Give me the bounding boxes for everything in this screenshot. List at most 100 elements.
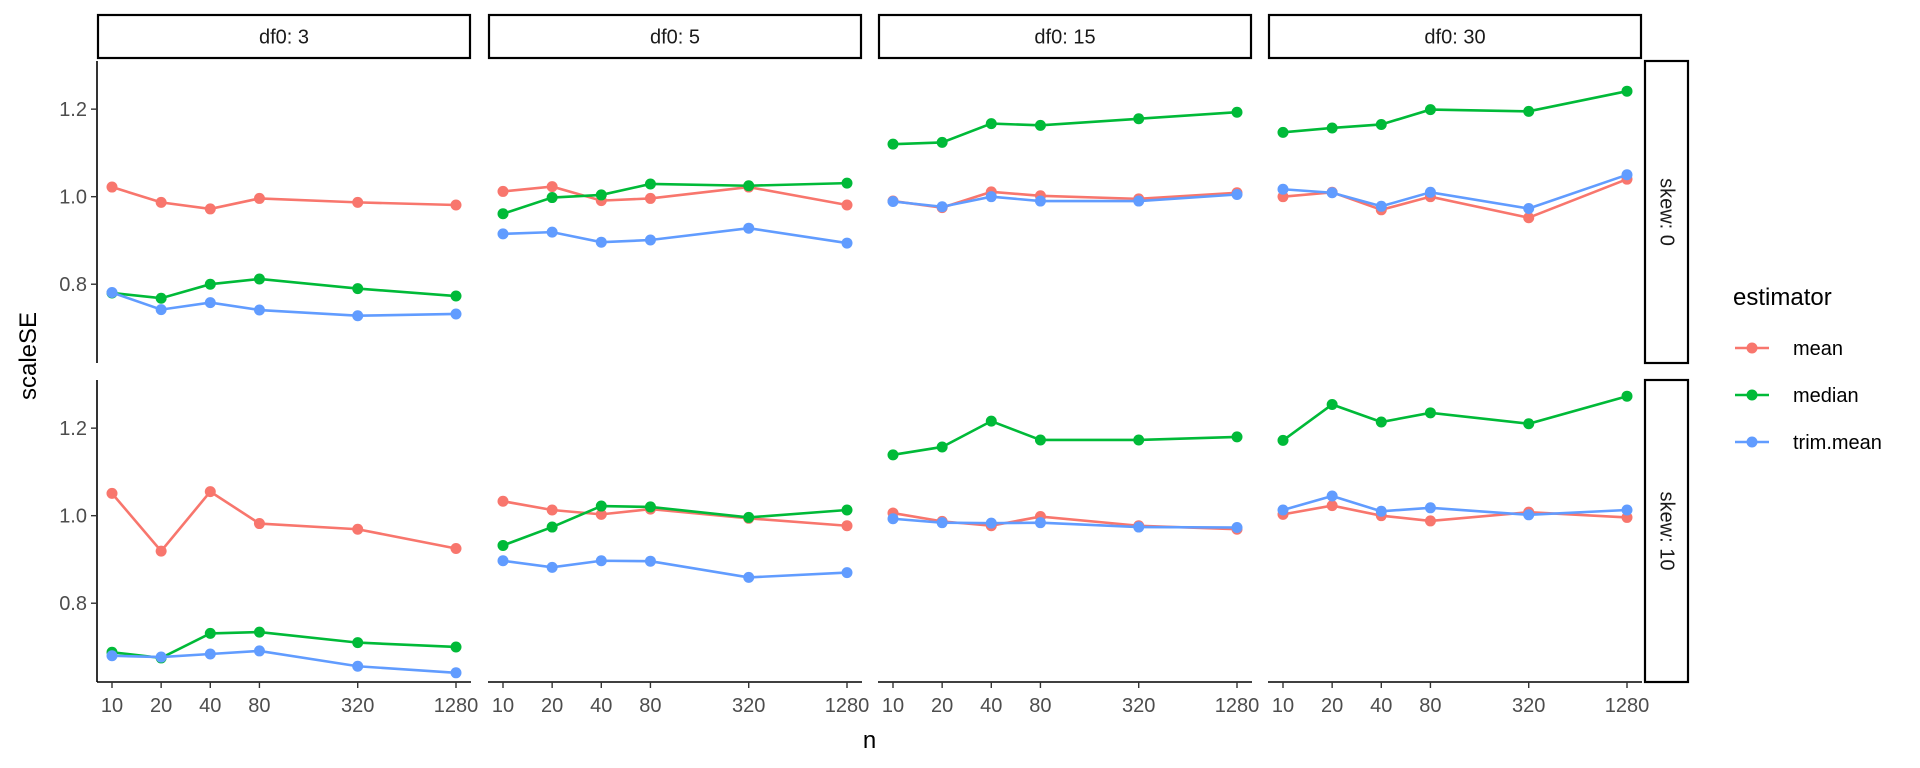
data-point-median <box>546 192 558 204</box>
data-point-median <box>1424 407 1436 419</box>
data-point-trim-mean <box>106 650 118 662</box>
data-point-median <box>1277 434 1289 446</box>
x-tick-label: 80 <box>248 695 270 717</box>
data-point-median <box>450 290 462 302</box>
data-point-trim-mean <box>644 555 656 567</box>
y-tick-label: 1.2 <box>59 99 87 121</box>
data-point-mean <box>155 196 167 208</box>
data-point-trim-mean <box>644 234 656 246</box>
x-tick-label: 320 <box>1122 695 1155 717</box>
facet-col-label: df0: 5 <box>650 27 700 49</box>
y-tick-label: 1.0 <box>59 506 87 528</box>
x-tick-label: 320 <box>732 695 765 717</box>
data-point-trim-mean <box>595 555 607 567</box>
data-point-median <box>253 626 265 638</box>
legend: estimator mean median trim.mean <box>1733 284 1882 454</box>
data-point-mean <box>497 495 509 507</box>
series-line-median <box>892 110 1238 146</box>
data-point-trim-mean <box>155 651 167 663</box>
data-point-median <box>595 189 607 201</box>
data-point-trim-mean <box>253 645 265 657</box>
data-point-median <box>644 178 656 190</box>
x-tick-label: 1280 <box>825 695 870 717</box>
data-point-median <box>644 501 656 513</box>
legend-key-point <box>1746 436 1758 448</box>
data-point-mean <box>253 192 265 204</box>
series-line-trim-mean <box>892 193 1238 209</box>
data-point-median <box>841 504 853 516</box>
x-tick-label: 20 <box>931 695 953 717</box>
y-tick-label: 1.2 <box>59 418 87 440</box>
data-point-median <box>1621 85 1633 97</box>
series-line-trim-mean <box>111 649 457 675</box>
axes: 0.8 1.0 1.2 0.8 1.0 1.2 10 20 40 80 320 1280 10 20 40 8… <box>59 61 1649 717</box>
data-point-trim-mean <box>1523 202 1535 214</box>
facet-strip-row: skew: 0 <box>1643 59 1690 365</box>
facet-strip-col: df0: 30 <box>1267 13 1643 60</box>
data-point-trim-mean <box>1034 517 1046 529</box>
data-point-median <box>155 292 167 304</box>
data-point-trim-mean <box>497 228 509 240</box>
data-point-mean <box>450 199 462 211</box>
data-point-trim-mean <box>1326 187 1338 199</box>
x-tick-label: 10 <box>492 695 514 717</box>
data-point-median <box>1133 113 1145 125</box>
data-point-trim-mean <box>546 226 558 238</box>
data-point-mean <box>546 181 558 193</box>
data-point-median <box>204 627 216 639</box>
data-point-mean <box>841 199 853 211</box>
data-point-median <box>887 449 899 461</box>
series-line-trim-mean <box>502 559 848 579</box>
x-tick-label: 40 <box>1370 695 1392 717</box>
y-axis-title: scaleSE <box>15 312 42 400</box>
data-point-median <box>1034 119 1046 131</box>
legend-label: median <box>1793 385 1859 407</box>
data-point-median <box>253 273 265 285</box>
series-line-median <box>502 181 848 215</box>
data-point-median <box>450 641 462 653</box>
data-point-trim-mean <box>1277 504 1289 516</box>
x-tick-label: 320 <box>341 695 374 717</box>
panel <box>106 181 462 322</box>
data-point-median <box>1133 434 1145 446</box>
data-point-median <box>497 208 509 220</box>
data-point-trim-mean <box>595 236 607 248</box>
panel <box>106 486 462 679</box>
data-point-mean <box>352 196 364 208</box>
series-line-mean <box>502 185 848 207</box>
panel <box>887 415 1243 535</box>
data-point-median <box>1231 106 1243 118</box>
x-tick-label: 1280 <box>434 695 479 717</box>
data-point-median <box>1326 122 1338 134</box>
data-point-median <box>1375 416 1387 428</box>
data-point-trim-mean <box>1231 521 1243 533</box>
data-point-median <box>936 441 948 453</box>
facet-strips: df0: 3 df0: 5 df0: 15 df0: 30 skew: 0 skew: 1… <box>96 13 1690 684</box>
data-point-trim-mean <box>985 191 997 203</box>
y-tick-label: 0.8 <box>59 274 87 296</box>
data-point-trim-mean <box>155 304 167 316</box>
x-tick-label: 1280 <box>1605 695 1650 717</box>
data-point-mean <box>1523 212 1535 224</box>
data-point-median <box>1523 418 1535 430</box>
data-point-trim-mean <box>1424 186 1436 198</box>
y-tick-label: 0.8 <box>59 593 87 615</box>
data-point-trim-mean <box>841 567 853 579</box>
panel <box>1277 85 1633 224</box>
x-axis-title: n <box>863 727 876 754</box>
facet-col-label: df0: 15 <box>1034 27 1095 49</box>
series-line-median <box>111 277 457 300</box>
series-line-trim-mean <box>502 226 848 245</box>
data-point-median <box>985 118 997 130</box>
data-point-trim-mean <box>204 297 216 309</box>
panels <box>106 85 1633 679</box>
data-point-median <box>352 637 364 649</box>
data-point-trim-mean <box>1621 169 1633 181</box>
x-tick-label: 80 <box>1419 695 1441 717</box>
data-point-mean <box>204 486 216 498</box>
facet-strip-row: skew: 10 <box>1643 378 1690 684</box>
x-tick-label: 20 <box>150 695 172 717</box>
x-tick-label: 40 <box>199 695 221 717</box>
data-point-trim-mean <box>1277 183 1289 195</box>
data-point-mean <box>155 545 167 557</box>
